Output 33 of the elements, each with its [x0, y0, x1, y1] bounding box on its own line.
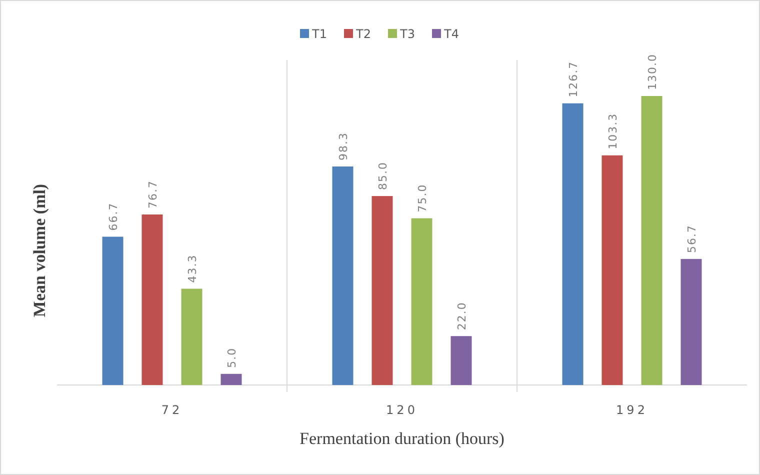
data-label: 22.0	[455, 302, 468, 330]
bar	[562, 103, 584, 385]
data-label: 85.0	[376, 162, 390, 190]
data-label: 5.0	[225, 347, 238, 368]
data-label: 56.7	[685, 224, 698, 253]
x-tick-label: 120	[386, 403, 418, 417]
data-label: 66.7	[106, 202, 120, 231]
x-axis-title: Fermentation duration (hours)	[300, 429, 504, 448]
bar	[332, 166, 354, 385]
data-label: 126.7	[566, 60, 580, 98]
bar	[220, 374, 242, 385]
x-tick-label: 192	[616, 403, 648, 417]
data-label: 43.3	[186, 254, 199, 283]
legend-label: T4	[443, 27, 459, 41]
legend-label: T3	[399, 27, 415, 41]
data-label: 98.3	[336, 132, 350, 160]
bar	[102, 236, 124, 385]
bar	[411, 218, 432, 385]
bar	[142, 214, 163, 385]
bar	[450, 336, 472, 385]
bar	[181, 288, 202, 385]
data-label: 76.7	[146, 180, 160, 208]
bar	[602, 155, 623, 385]
data-label: 75.0	[416, 184, 429, 212]
data-label: 103.3	[606, 112, 620, 150]
bar	[680, 258, 702, 385]
data-label: 130.0	[646, 54, 659, 90]
legend-label: T1	[311, 27, 327, 41]
x-tick-label: 72	[161, 403, 183, 417]
legend-label: T2	[355, 27, 371, 41]
y-axis-title: Mean volume (ml)	[30, 184, 49, 318]
bar	[372, 196, 393, 385]
bar	[641, 96, 662, 385]
